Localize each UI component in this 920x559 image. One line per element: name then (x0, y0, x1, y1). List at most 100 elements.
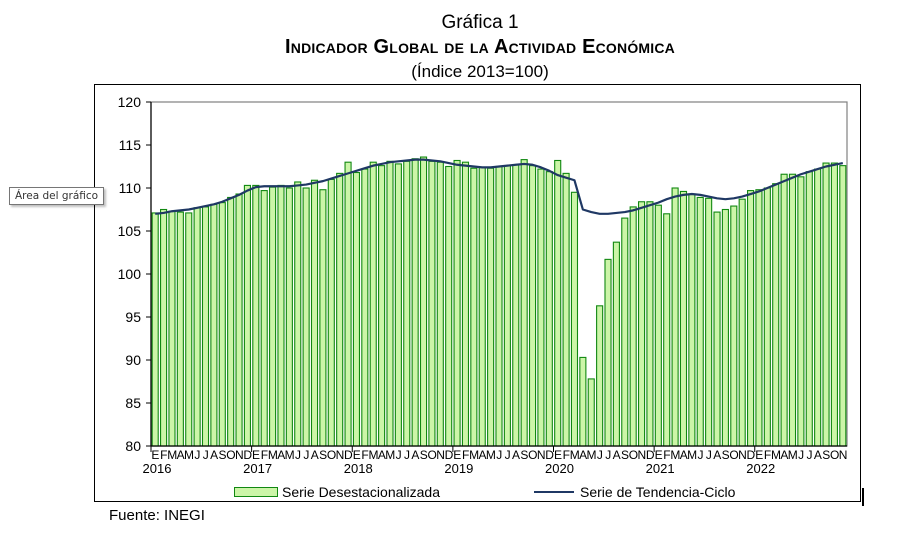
x-month-label: S (722, 448, 730, 462)
bar (361, 168, 369, 447)
bar (478, 166, 486, 447)
y-tick-label: 95 (125, 309, 141, 325)
x-month-label: O (226, 448, 235, 462)
x-month-label: M (687, 448, 697, 462)
bar (403, 160, 411, 447)
bar (545, 171, 553, 447)
y-tick-label: 105 (118, 223, 142, 239)
x-month-label: F (361, 448, 368, 462)
x-month-label: N (637, 448, 645, 462)
bar (285, 187, 293, 447)
x-month-label: J (404, 448, 410, 462)
bar (528, 165, 537, 447)
bar (503, 165, 511, 447)
x-month-label: N (738, 448, 746, 462)
bar (797, 176, 805, 447)
x-month-label: A (713, 448, 721, 462)
bar (168, 210, 176, 447)
bar (411, 158, 419, 447)
chart-area[interactable] (94, 84, 861, 502)
bar (713, 211, 721, 447)
x-month-label: A (378, 448, 386, 462)
x-month-label: N (235, 448, 243, 462)
x-month-label: M (670, 448, 680, 462)
bar (587, 378, 595, 447)
bar (327, 178, 335, 447)
x-month-label: A (478, 448, 486, 462)
x-month-label: E (755, 448, 763, 462)
bar (830, 162, 838, 447)
x-month-label: A (512, 448, 520, 462)
bar (151, 212, 159, 447)
bar (176, 211, 184, 447)
x-year-label: 2019 (444, 461, 473, 476)
x-month-label: E (453, 448, 461, 462)
bar (252, 184, 260, 447)
y-tick-label: 85 (125, 395, 141, 411)
bar (570, 191, 579, 447)
x-month-label: A (210, 448, 218, 462)
bar (201, 206, 210, 447)
bar (269, 186, 277, 447)
x-month-label: A (411, 448, 419, 462)
bar (822, 162, 830, 447)
x-month-label: E (151, 448, 159, 462)
x-month-label: A (579, 448, 587, 462)
bar (386, 160, 394, 447)
x-year-label: 2021 (646, 461, 675, 476)
bar (637, 201, 646, 447)
bar (210, 203, 218, 447)
bar (260, 190, 268, 447)
chart-area-tooltip: Área del gráfico (9, 187, 105, 205)
bar (419, 156, 428, 447)
x-month-label: J (807, 448, 813, 462)
bar (487, 167, 495, 447)
x-month-label: N (839, 448, 847, 462)
bar (227, 196, 235, 447)
bar (696, 196, 704, 447)
x-month-label: M (788, 448, 798, 462)
bar (512, 164, 520, 447)
bar (596, 305, 604, 447)
y-tick-label: 120 (118, 94, 142, 110)
y-axis: 80 85 90 95 100 105 110 115 120 (118, 94, 152, 454)
x-month-label: A (780, 448, 788, 462)
bar (319, 189, 327, 447)
x-month-label: O (729, 448, 738, 462)
x-month-label: A (680, 448, 688, 462)
bar (436, 161, 444, 447)
bar (629, 206, 637, 447)
x-month-label: A (277, 448, 285, 462)
x-month-label: J (706, 448, 712, 462)
bar (193, 207, 201, 447)
x-month-label: D (445, 448, 454, 462)
x-month-label: A (613, 448, 621, 462)
x-month-label: M (486, 448, 496, 462)
bar (679, 190, 688, 447)
bar (185, 212, 193, 447)
x-month-label: D (344, 448, 353, 462)
legend-item-line[interactable]: Serie de Tendencia-Ciclo (534, 484, 735, 500)
bar (235, 193, 243, 447)
bar (663, 213, 671, 447)
x-month-label: M (771, 448, 781, 462)
y-tick-label: 80 (125, 438, 141, 454)
x-month-label: M (268, 448, 278, 462)
x-month-label: S (420, 448, 428, 462)
y-tick-label: 90 (125, 352, 141, 368)
x-month-label: D (243, 448, 252, 462)
bar (705, 197, 713, 447)
bar (780, 173, 788, 447)
x-month-label: J (798, 448, 804, 462)
x-month-label: N (436, 448, 444, 462)
trend-series (155, 158, 844, 215)
chart-main-title: Indicador Global de la Actividad Económi… (285, 36, 675, 58)
legend-item-bars[interactable]: Serie Desestacionalizada (234, 484, 440, 500)
bar (344, 161, 352, 447)
x-month-label: A (814, 448, 822, 462)
x-month-label: J (496, 448, 502, 462)
x-month-label: S (319, 448, 327, 462)
x-month-label: A (311, 448, 319, 462)
chart-title: Gráfica 1 (441, 12, 519, 33)
x-month-label: M (385, 448, 395, 462)
